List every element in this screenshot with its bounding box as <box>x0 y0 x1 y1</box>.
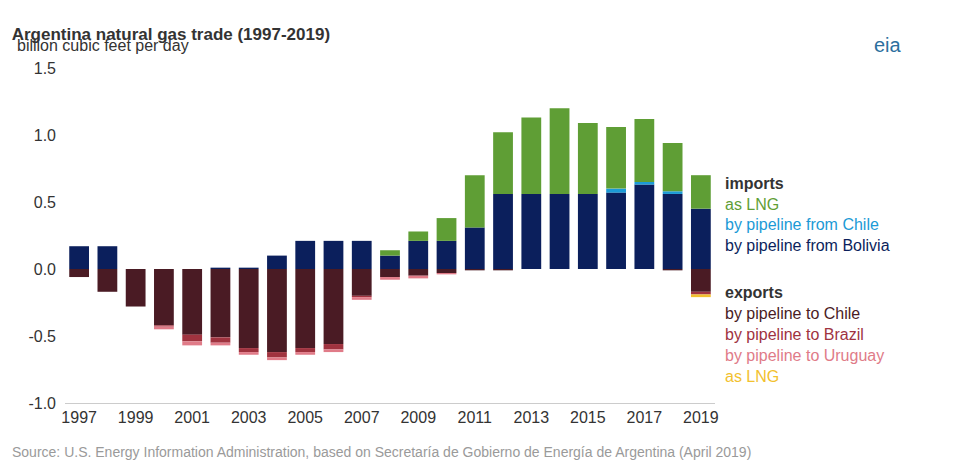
svg-text:2019: 2019 <box>683 409 719 426</box>
svg-text:2001: 2001 <box>174 409 210 426</box>
svg-text:exports: exports <box>725 284 783 301</box>
svg-text:eia: eia <box>874 34 902 56</box>
svg-text:0.0: 0.0 <box>34 261 56 278</box>
svg-text:by pipeline to Uruguay: by pipeline to Uruguay <box>725 347 884 364</box>
svg-text:by pipeline from Chile: by pipeline from Chile <box>725 216 879 233</box>
svg-text:imports: imports <box>725 175 784 192</box>
svg-text:2013: 2013 <box>514 409 550 426</box>
svg-text:by pipeline to Brazil: by pipeline to Brazil <box>725 326 864 343</box>
svg-text:as LNG: as LNG <box>725 368 779 385</box>
svg-text:2009: 2009 <box>400 409 436 426</box>
svg-text:2003: 2003 <box>231 409 267 426</box>
svg-text:2015: 2015 <box>570 409 606 426</box>
svg-text:Argentina natural gas trade (1: Argentina natural gas trade (1997-2019) <box>12 25 330 44</box>
svg-text:by pipeline to Chile: by pipeline to Chile <box>725 305 860 322</box>
svg-text:0.5: 0.5 <box>34 194 56 211</box>
svg-text:by pipeline from Bolivia: by pipeline from Bolivia <box>725 237 890 254</box>
svg-text:1.5: 1.5 <box>34 60 56 77</box>
svg-text:Source: U.S. Energy Informatio: Source: U.S. Energy Information Administ… <box>12 444 751 460</box>
svg-text:-1.0: -1.0 <box>28 395 56 412</box>
svg-text:2011: 2011 <box>458 409 493 426</box>
svg-text:1999: 1999 <box>118 409 154 426</box>
svg-text:1997: 1997 <box>61 409 97 426</box>
svg-text:2017: 2017 <box>627 409 663 426</box>
svg-text:2007: 2007 <box>344 409 380 426</box>
svg-text:2005: 2005 <box>287 409 323 426</box>
svg-text:as LNG: as LNG <box>725 196 779 213</box>
svg-text:1.0: 1.0 <box>34 127 56 144</box>
svg-text:-0.5: -0.5 <box>28 328 56 345</box>
svg-text:billion cubic feet per day: billion cubic feet per day <box>17 37 189 54</box>
